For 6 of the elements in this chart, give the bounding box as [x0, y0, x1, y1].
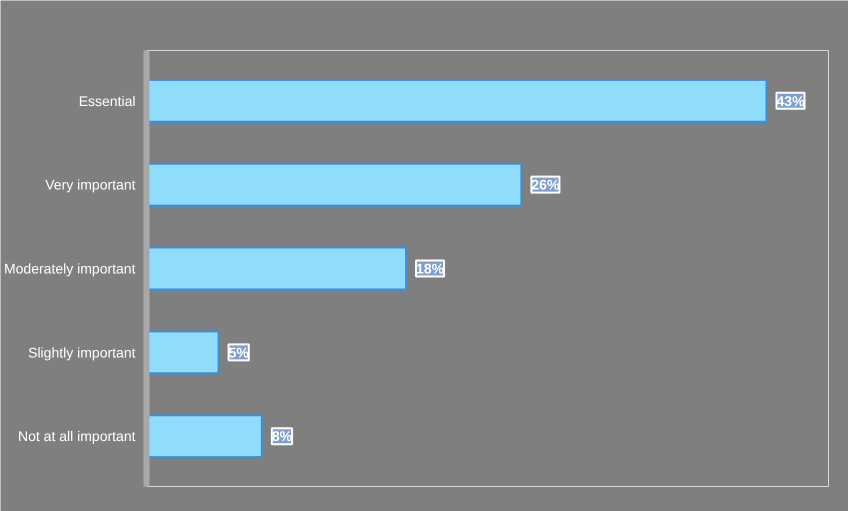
- data-label: 5%: [228, 344, 250, 360]
- y-tick-label: Essential: [78, 92, 136, 109]
- y-tick-label: Very important: [45, 176, 136, 193]
- y-tick-label: Not at all important: [18, 428, 136, 444]
- y-tick-label: Slightly important: [28, 344, 136, 360]
- y-tick-label: Moderately important: [4, 260, 136, 276]
